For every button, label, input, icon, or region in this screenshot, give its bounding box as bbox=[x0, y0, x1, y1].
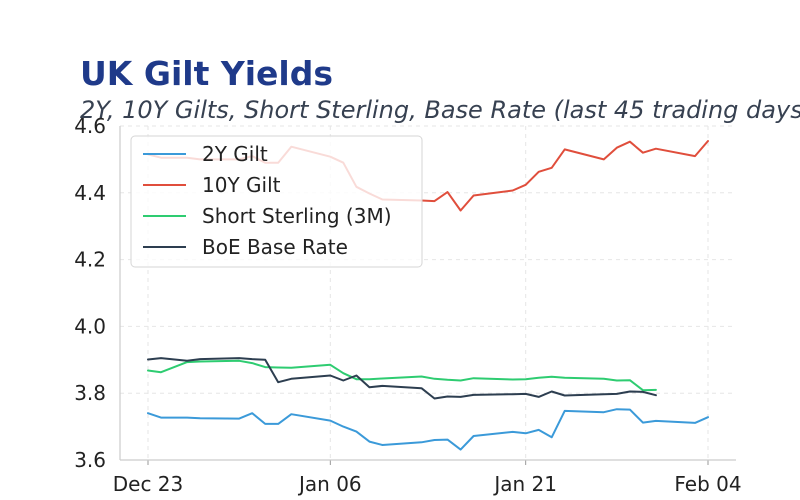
y-tick-label: 4.0 bbox=[74, 314, 106, 338]
legend-label: 2Y Gilt bbox=[202, 142, 268, 166]
y-tick-label: 4.2 bbox=[74, 248, 106, 272]
series-line-2 bbox=[147, 359, 657, 392]
y-tick-label: 4.4 bbox=[74, 181, 106, 205]
legend-label: 10Y Gilt bbox=[202, 173, 281, 197]
series-line-0 bbox=[147, 408, 709, 451]
chart-title: UK Gilt Yields bbox=[80, 54, 333, 93]
legend: 2Y Gilt 10Y Gilt Short Sterling (3M) BoE Ba… bbox=[130, 135, 423, 268]
x-tick-label: Dec 23 bbox=[113, 472, 184, 496]
legend-box bbox=[130, 135, 423, 268]
legend-label: Short Sterling (3M) bbox=[202, 204, 392, 228]
y-tick-label: 4.6 bbox=[74, 114, 106, 138]
legend-label: BoE Base Rate bbox=[202, 235, 348, 259]
axes: 3.6 3.8 4.0 4.2 4.4 4.6 Dec 23 Jan 06 Jan 21 Feb … bbox=[74, 114, 741, 496]
x-tick-label: Jan 06 bbox=[297, 472, 362, 496]
chart-subtitle: 2Y, 10Y Gilts, Short Sterling, Base Rate… bbox=[80, 96, 800, 124]
y-tick-label: 3.8 bbox=[74, 381, 106, 405]
x-tick-label: Jan 21 bbox=[492, 472, 557, 496]
series-line-3 bbox=[147, 357, 657, 400]
y-tick-label: 3.6 bbox=[74, 448, 106, 472]
x-tick-label: Feb 04 bbox=[674, 472, 741, 496]
